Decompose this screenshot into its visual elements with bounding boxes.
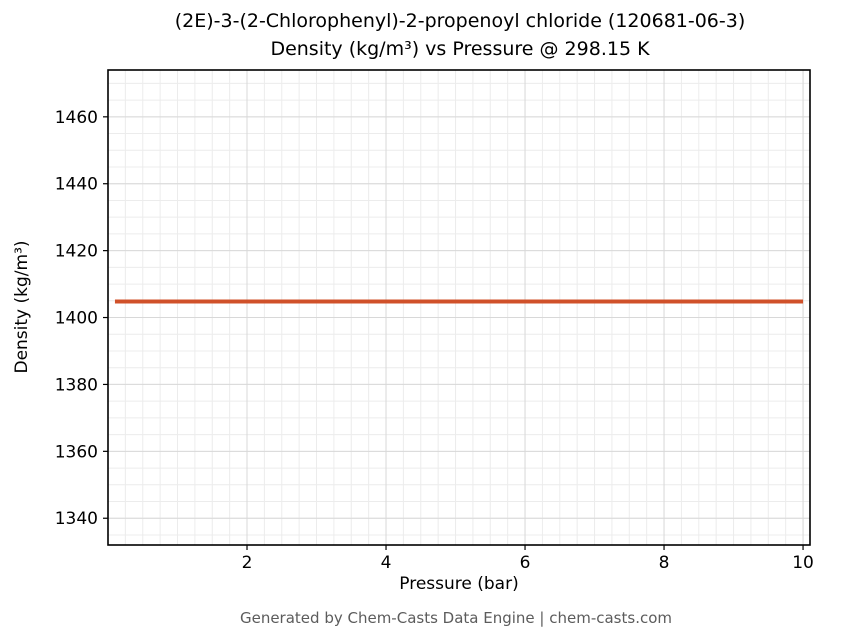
x-tick-label: 10 <box>792 553 814 573</box>
plot-area: 2 4 6 8 10 1340 1360 1380 1400 1420 1440 1460 <box>55 69 814 573</box>
y-tick-label: 1360 <box>55 442 98 462</box>
x-tick-label: 8 <box>659 553 670 573</box>
footer-attribution: Generated by Chem-Casts Data Engine | ch… <box>240 609 672 627</box>
x-tick-label: 6 <box>520 553 531 573</box>
y-tick-label: 1460 <box>55 108 98 128</box>
chart-title-line1: (2E)-3-(2-Chlorophenyl)-2-propenoyl chlo… <box>175 10 746 32</box>
chart-title-line2: Density (kg/m³) vs Pressure @ 298.15 K <box>270 38 650 60</box>
y-tick-label: 1420 <box>55 242 98 262</box>
y-tick-label: 1400 <box>55 309 98 329</box>
y-tick-label: 1340 <box>55 509 98 529</box>
x-axis-label: Pressure (bar) <box>399 574 518 594</box>
x-tick-label: 2 <box>242 553 253 573</box>
axes-border <box>107 69 811 546</box>
y-tick-label: 1380 <box>55 375 98 395</box>
y-tick-label: 1440 <box>55 175 98 195</box>
y-axis-label: Density (kg/m³) <box>12 240 32 373</box>
x-tick-label: 4 <box>381 553 392 573</box>
